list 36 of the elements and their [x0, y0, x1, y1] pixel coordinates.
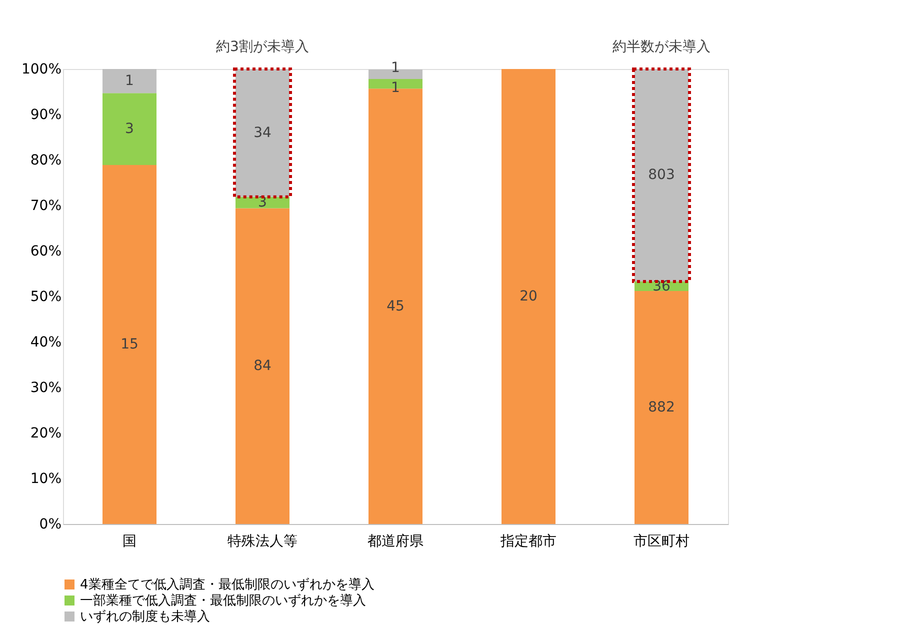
y-tick-label: 10%: [30, 471, 62, 487]
bar: [502, 69, 556, 524]
y-tick-label: 20%: [30, 426, 62, 442]
x-tick-label: 国: [122, 534, 136, 550]
annotation: 15: [120, 336, 138, 353]
x-tick-label: 特殊法人等: [228, 534, 298, 550]
annotation: 803: [648, 167, 675, 184]
x-tick-label: 市区町村: [634, 534, 690, 550]
y-tick-label: 60%: [30, 244, 62, 260]
y-tick-label: 100%: [21, 62, 62, 78]
x-tick-label: 指定都市: [500, 534, 556, 550]
annotation: 1: [125, 73, 134, 90]
bar: [102, 165, 156, 524]
y-tick-label: 70%: [30, 198, 62, 214]
legend-label: 4業種全てで低入調査・最低制限のいずれかを導入: [80, 578, 374, 592]
y-tick-label: 90%: [30, 107, 62, 123]
y-tick-label: 40%: [30, 334, 62, 350]
annotation: 3: [125, 121, 134, 138]
y-tick-label: 0%: [39, 516, 62, 532]
annotation: 84: [254, 358, 272, 374]
annotation: 約3割が未導入: [216, 39, 309, 55]
annotation: 882: [648, 400, 675, 416]
annotation: 34: [254, 124, 272, 141]
annotation: 45: [386, 298, 404, 314]
annotation: 1: [391, 60, 400, 76]
bar: [236, 208, 290, 524]
y-tick-label: 80%: [30, 152, 62, 168]
bar: [634, 291, 688, 524]
bar: [102, 93, 156, 166]
annotation: 約半数が未導入: [612, 39, 710, 55]
y-tick-label: 50%: [30, 289, 62, 305]
legend-label: いずれの制度も未導入: [80, 608, 210, 624]
legend-label: 一部業種で低入調査・最低制限のいずれかを導入: [80, 594, 366, 608]
y-tick-label: 30%: [30, 380, 62, 396]
x-tick-label: 都道府県: [368, 534, 424, 550]
annotation: 20: [520, 288, 538, 304]
